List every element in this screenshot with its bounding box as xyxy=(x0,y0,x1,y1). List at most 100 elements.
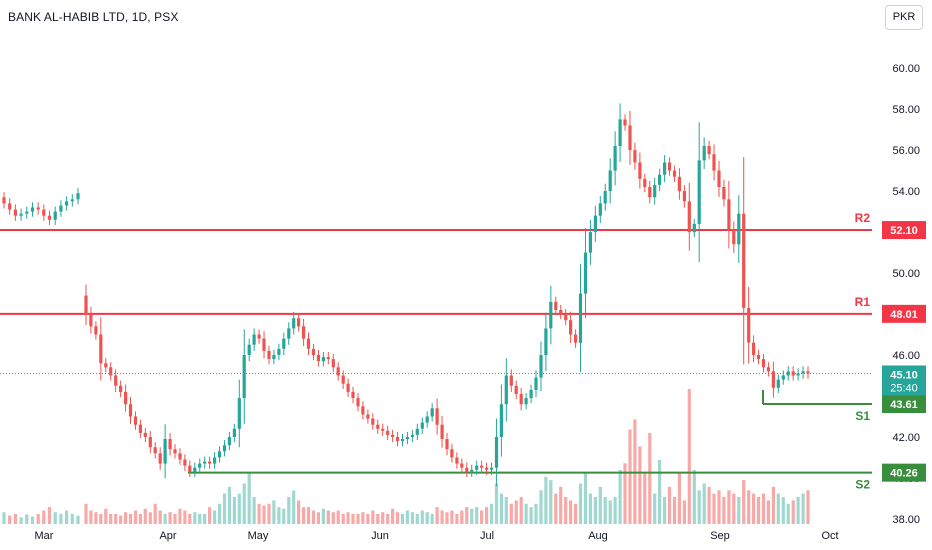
volume-bar xyxy=(756,497,761,524)
candle-body xyxy=(489,467,494,470)
time-axis[interactable]: Mar Apr May Jun Jul Aug Sep Oct xyxy=(0,524,876,550)
candle xyxy=(574,329,578,348)
candle-body xyxy=(8,203,12,210)
volume-bar xyxy=(643,473,647,524)
candle-body xyxy=(84,295,88,314)
candle-body xyxy=(756,355,761,360)
candle xyxy=(262,331,266,359)
candle xyxy=(257,329,261,344)
volume-bar xyxy=(213,510,217,524)
time-tick-label: Apr xyxy=(159,530,176,542)
volume-bar xyxy=(99,513,103,524)
candle xyxy=(628,110,632,165)
candle xyxy=(648,180,652,204)
volume-bar xyxy=(460,510,464,524)
candle-body xyxy=(727,199,731,230)
currency-button[interactable]: PKR xyxy=(885,5,923,30)
candle xyxy=(89,306,93,334)
candle-body xyxy=(217,451,222,458)
candle xyxy=(707,140,711,160)
volume-bar xyxy=(737,497,741,524)
candle xyxy=(8,198,12,215)
candle-body xyxy=(519,394,523,405)
candle xyxy=(722,179,726,207)
candle-body xyxy=(791,371,795,376)
candle-body xyxy=(677,176,681,192)
candle xyxy=(717,160,721,197)
candle xyxy=(435,398,439,435)
volume-bar xyxy=(598,486,602,524)
candle-body xyxy=(806,371,810,374)
volume-bar xyxy=(766,500,770,524)
candle xyxy=(623,114,627,131)
candle-body xyxy=(445,439,449,450)
volume-bar xyxy=(519,497,523,524)
candle xyxy=(410,429,414,443)
volume-bar xyxy=(752,493,756,524)
volume-bar xyxy=(658,459,662,524)
candle-body xyxy=(509,375,513,386)
price-tick-label: 54.00 xyxy=(892,186,920,198)
candle xyxy=(326,351,330,365)
candle xyxy=(475,460,479,475)
volume-bar xyxy=(722,497,726,524)
candle-body xyxy=(76,193,80,200)
candle xyxy=(737,195,741,263)
candle xyxy=(509,369,513,392)
candlesticks xyxy=(2,103,810,487)
candle xyxy=(351,386,355,404)
volume-bar xyxy=(539,490,543,525)
candle xyxy=(494,418,499,487)
volume-bar xyxy=(183,510,187,524)
volume-bar xyxy=(222,493,227,524)
candle xyxy=(331,354,335,373)
candle xyxy=(217,446,222,463)
candle-body xyxy=(702,146,706,161)
candle xyxy=(183,454,187,471)
volume-bar xyxy=(717,490,721,525)
candle-body xyxy=(356,398,360,407)
candle xyxy=(395,431,400,447)
candle-body xyxy=(638,162,642,179)
candle xyxy=(311,343,316,361)
candle-body xyxy=(341,375,345,384)
candle-body xyxy=(173,449,177,454)
candle-body xyxy=(25,211,29,214)
volume-bar xyxy=(682,500,686,524)
volume-bar xyxy=(400,513,405,524)
price-axis[interactable]: 38.0040.0042.0044.0046.0048.0050.0052.00… xyxy=(876,0,932,550)
candle-body xyxy=(732,230,736,245)
candle-body xyxy=(663,162,667,175)
candle-body xyxy=(89,314,93,327)
volume-bar xyxy=(376,513,380,524)
candle-body xyxy=(455,457,459,464)
candle-body xyxy=(658,174,662,185)
volume-bar xyxy=(405,510,409,524)
candle xyxy=(227,431,231,451)
candle xyxy=(603,183,607,211)
candle-body xyxy=(133,416,138,425)
volume-bar xyxy=(247,473,251,524)
candle-body xyxy=(148,437,152,448)
candle-body xyxy=(99,334,103,364)
volume-bar xyxy=(59,513,63,524)
candle-body xyxy=(400,439,405,441)
volume-bar xyxy=(672,497,677,524)
support-resistance-lines[interactable]: R2 R1 S1 S2 xyxy=(0,211,872,492)
candle xyxy=(386,425,390,441)
volume-bar xyxy=(8,515,12,524)
candle xyxy=(544,312,548,372)
candle-body xyxy=(153,447,157,454)
candle xyxy=(801,366,805,379)
volume-bar xyxy=(435,507,439,524)
candle-body xyxy=(643,178,647,187)
volume-bar xyxy=(742,480,746,524)
time-tick-label: Sep xyxy=(710,530,730,542)
candle xyxy=(361,401,365,420)
candle-body xyxy=(262,338,266,351)
volume-bar xyxy=(336,510,340,524)
volume-bar xyxy=(588,493,592,524)
price-tag-bg xyxy=(882,221,926,240)
candle-body xyxy=(608,170,612,192)
